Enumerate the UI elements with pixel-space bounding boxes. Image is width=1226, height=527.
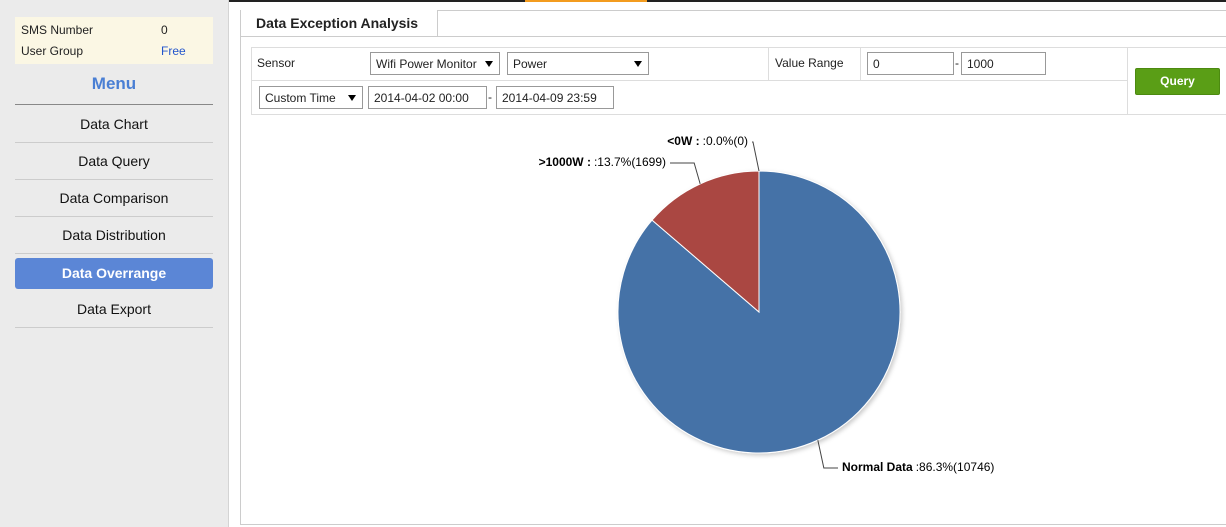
info-value: 0 bbox=[161, 23, 168, 37]
menu-item[interactable]: Data Chart bbox=[15, 106, 213, 143]
end-time-input[interactable]: 2014-04-09 23:59 bbox=[496, 86, 614, 109]
menu-title: Menu bbox=[15, 74, 213, 105]
channel-select[interactable]: Power bbox=[507, 52, 649, 75]
info-label: User Group bbox=[21, 44, 84, 58]
slice-name: >1000W : bbox=[539, 155, 591, 169]
slice-name: <0W : bbox=[667, 134, 699, 148]
menu-item[interactable]: Data Query bbox=[15, 143, 213, 180]
account-info: SMS Number 0 User Group Free bbox=[15, 17, 213, 64]
label-connector bbox=[752, 141, 760, 172]
info-label: SMS Number bbox=[21, 23, 94, 37]
range-min-input[interactable]: 0 bbox=[867, 52, 954, 75]
slice-name: Normal Data bbox=[842, 460, 913, 474]
query-button[interactable]: Query bbox=[1135, 68, 1220, 95]
slice-value: :86.3%(10746) bbox=[916, 460, 995, 474]
filter-form bbox=[251, 47, 1226, 115]
form-divider bbox=[1127, 47, 1128, 115]
form-divider bbox=[768, 47, 769, 81]
pie-slice bbox=[651, 170, 760, 314]
data-label: >1000W ::13.7%(1699) bbox=[539, 155, 666, 169]
sidebar: SMS Number 0 User Group Free Menu Data C… bbox=[0, 0, 229, 527]
sensor-select[interactable]: Wifi Power Monitor bbox=[370, 52, 500, 75]
menu-item-active[interactable]: Data Overrange bbox=[15, 258, 213, 289]
info-value[interactable]: Free bbox=[161, 44, 186, 58]
label-connector bbox=[817, 440, 838, 469]
data-label: <0W : :0.0%(0) bbox=[667, 134, 748, 148]
label-connector bbox=[670, 162, 701, 184]
pie-chart: Normal Data:86.3%(10746) >1000W ::13.7%(1… bbox=[539, 134, 995, 474]
form-divider bbox=[860, 47, 861, 81]
top-bar-highlight bbox=[525, 0, 647, 2]
slice-value: :13.7%(1699) bbox=[594, 155, 666, 169]
tab-line bbox=[438, 36, 1226, 37]
pie bbox=[617, 170, 901, 454]
menu-item[interactable]: Data Distribution bbox=[15, 217, 213, 254]
data-label: Normal Data:86.3%(10746) bbox=[842, 460, 994, 474]
content-panel bbox=[240, 10, 1226, 525]
menu-item[interactable]: Data Export bbox=[15, 291, 213, 328]
separator: - bbox=[955, 56, 959, 70]
tab[interactable]: Data Exception Analysis bbox=[241, 10, 438, 37]
range-max-input[interactable]: 1000 bbox=[961, 52, 1046, 75]
separator: - bbox=[488, 90, 492, 104]
top-bar bbox=[229, 0, 1226, 2]
form-divider bbox=[251, 80, 1127, 81]
time-mode-select[interactable]: Custom Time bbox=[259, 86, 363, 109]
field-label: Sensor bbox=[257, 56, 296, 70]
field-label: Value Range bbox=[775, 56, 844, 70]
start-time-input[interactable]: 2014-04-02 00:00 bbox=[368, 86, 487, 109]
slice-value: :0.0%(0) bbox=[703, 134, 748, 148]
menu-item[interactable]: Data Comparison bbox=[15, 180, 213, 217]
